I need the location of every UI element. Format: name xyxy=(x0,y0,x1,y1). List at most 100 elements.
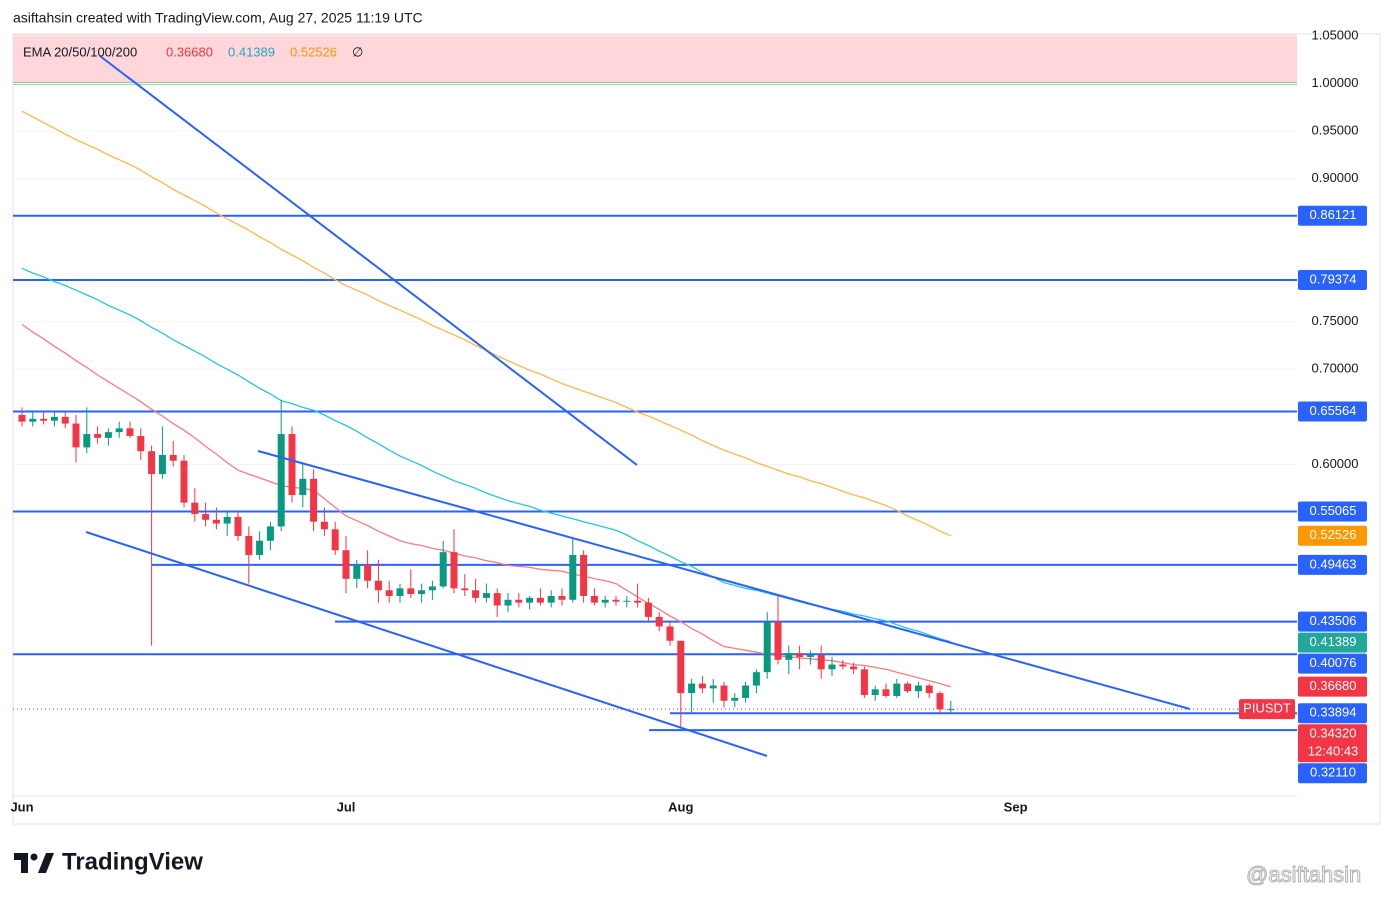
candle-body xyxy=(72,423,80,448)
candle-body xyxy=(245,535,253,556)
candle-body xyxy=(342,550,350,579)
candle-body xyxy=(83,434,91,448)
candle-body xyxy=(256,540,264,556)
trendline xyxy=(85,531,768,757)
candle-body xyxy=(569,555,577,600)
candle-body xyxy=(320,521,328,530)
price-badge xyxy=(1298,703,1367,724)
candle-body xyxy=(223,516,231,524)
candle-body xyxy=(904,683,912,692)
candle-body xyxy=(752,672,760,686)
candle-body xyxy=(634,600,642,603)
candle-body xyxy=(601,599,609,603)
candle-body xyxy=(234,516,242,536)
candle-body xyxy=(169,455,177,461)
candle-body xyxy=(709,685,717,689)
candle-body xyxy=(191,502,199,515)
candle-body xyxy=(504,599,512,606)
logo-dot xyxy=(30,853,38,861)
badge-label: 0.43506 xyxy=(1310,613,1357,628)
candle-body xyxy=(763,621,771,673)
badge-label: 0.79374 xyxy=(1310,271,1357,286)
candle-body xyxy=(158,455,166,475)
badge-label: 0.49463 xyxy=(1310,556,1357,571)
zone xyxy=(13,34,1297,84)
price-badge xyxy=(1298,269,1367,290)
candle-body xyxy=(439,552,447,587)
y-tick-label: 0.95000 xyxy=(1312,123,1359,138)
price-badge xyxy=(1298,653,1367,674)
candle-body xyxy=(472,590,480,598)
candle-body xyxy=(580,555,588,596)
candle-body xyxy=(126,428,134,436)
badge-label: 0.40076 xyxy=(1310,655,1357,670)
x-tick-label: Jun xyxy=(10,799,33,814)
candle-body xyxy=(385,590,393,596)
y-tick-label: 0.75000 xyxy=(1312,313,1359,328)
candle-body xyxy=(515,599,523,603)
candle-body xyxy=(590,595,598,603)
candle-body xyxy=(936,693,944,710)
candle-body xyxy=(871,689,879,696)
price-badge xyxy=(1298,676,1367,697)
candle-body xyxy=(202,514,210,520)
header: asiftahsin created with TradingView.com,… xyxy=(13,10,423,26)
price-badge xyxy=(1298,763,1367,784)
price-badge xyxy=(1298,554,1367,575)
candle-body xyxy=(666,626,674,641)
overlay: 1.05000 1.00000 0.95000 0.90000 0.75000 0.700… xyxy=(10,27,1367,814)
brand-logo: TradingView xyxy=(14,848,203,875)
plot-area xyxy=(13,34,1297,732)
ema-line xyxy=(21,323,951,688)
legend-ema20: 0.36680 xyxy=(166,44,213,59)
y-tick-label: 0.60000 xyxy=(1312,456,1359,471)
candle-body xyxy=(817,655,825,670)
price-badge xyxy=(1298,611,1367,632)
y-tick-label: 0.90000 xyxy=(1312,170,1359,185)
candle-body xyxy=(806,655,814,657)
candle-body xyxy=(839,664,847,667)
candle-body xyxy=(396,588,404,596)
candle-body xyxy=(526,597,534,603)
legend-ema100: 0.52526 xyxy=(290,44,337,59)
brand: TradingView xyxy=(62,848,203,875)
candle-body xyxy=(623,600,631,602)
legend-ema50: 0.41389 xyxy=(228,44,275,59)
price-badge xyxy=(1298,632,1367,653)
candle-body xyxy=(94,434,102,438)
badge-label: 0.86121 xyxy=(1310,207,1357,222)
candle-body xyxy=(29,418,37,422)
candle-body xyxy=(947,709,955,711)
badge-label: 0.52526 xyxy=(1310,527,1357,542)
candle-body xyxy=(115,428,123,433)
logo-mark xyxy=(14,853,28,873)
candle-body xyxy=(850,666,858,670)
y-tick-label: 0.70000 xyxy=(1312,361,1359,376)
candle-body xyxy=(882,689,890,696)
trendlines xyxy=(85,55,1191,757)
price-badge xyxy=(1298,501,1367,522)
candle-body xyxy=(212,519,220,524)
badge-label: 0.55065 xyxy=(1310,503,1357,518)
candle-body xyxy=(61,416,69,424)
candle-body xyxy=(558,595,566,600)
candle-body xyxy=(893,683,901,696)
candle-body xyxy=(50,416,58,421)
legend-ema200: ∅ xyxy=(352,44,363,59)
candle-body xyxy=(266,526,274,541)
x-tick-label: Jul xyxy=(337,799,356,814)
candle-body xyxy=(860,669,868,696)
candle-body xyxy=(688,683,696,694)
badge-label: 0.36680 xyxy=(1310,678,1357,693)
badge-label: 0.65564 xyxy=(1310,403,1357,418)
candle-body xyxy=(536,597,544,603)
candle-body xyxy=(137,435,145,452)
candle-body xyxy=(655,616,663,627)
candle-body xyxy=(774,621,782,660)
y-tick-label: 1.00000 xyxy=(1312,75,1359,90)
candle-body xyxy=(288,434,296,496)
candle-body xyxy=(493,593,501,606)
badge-label: 0.34320 xyxy=(1310,726,1357,741)
candle-body xyxy=(461,588,469,591)
